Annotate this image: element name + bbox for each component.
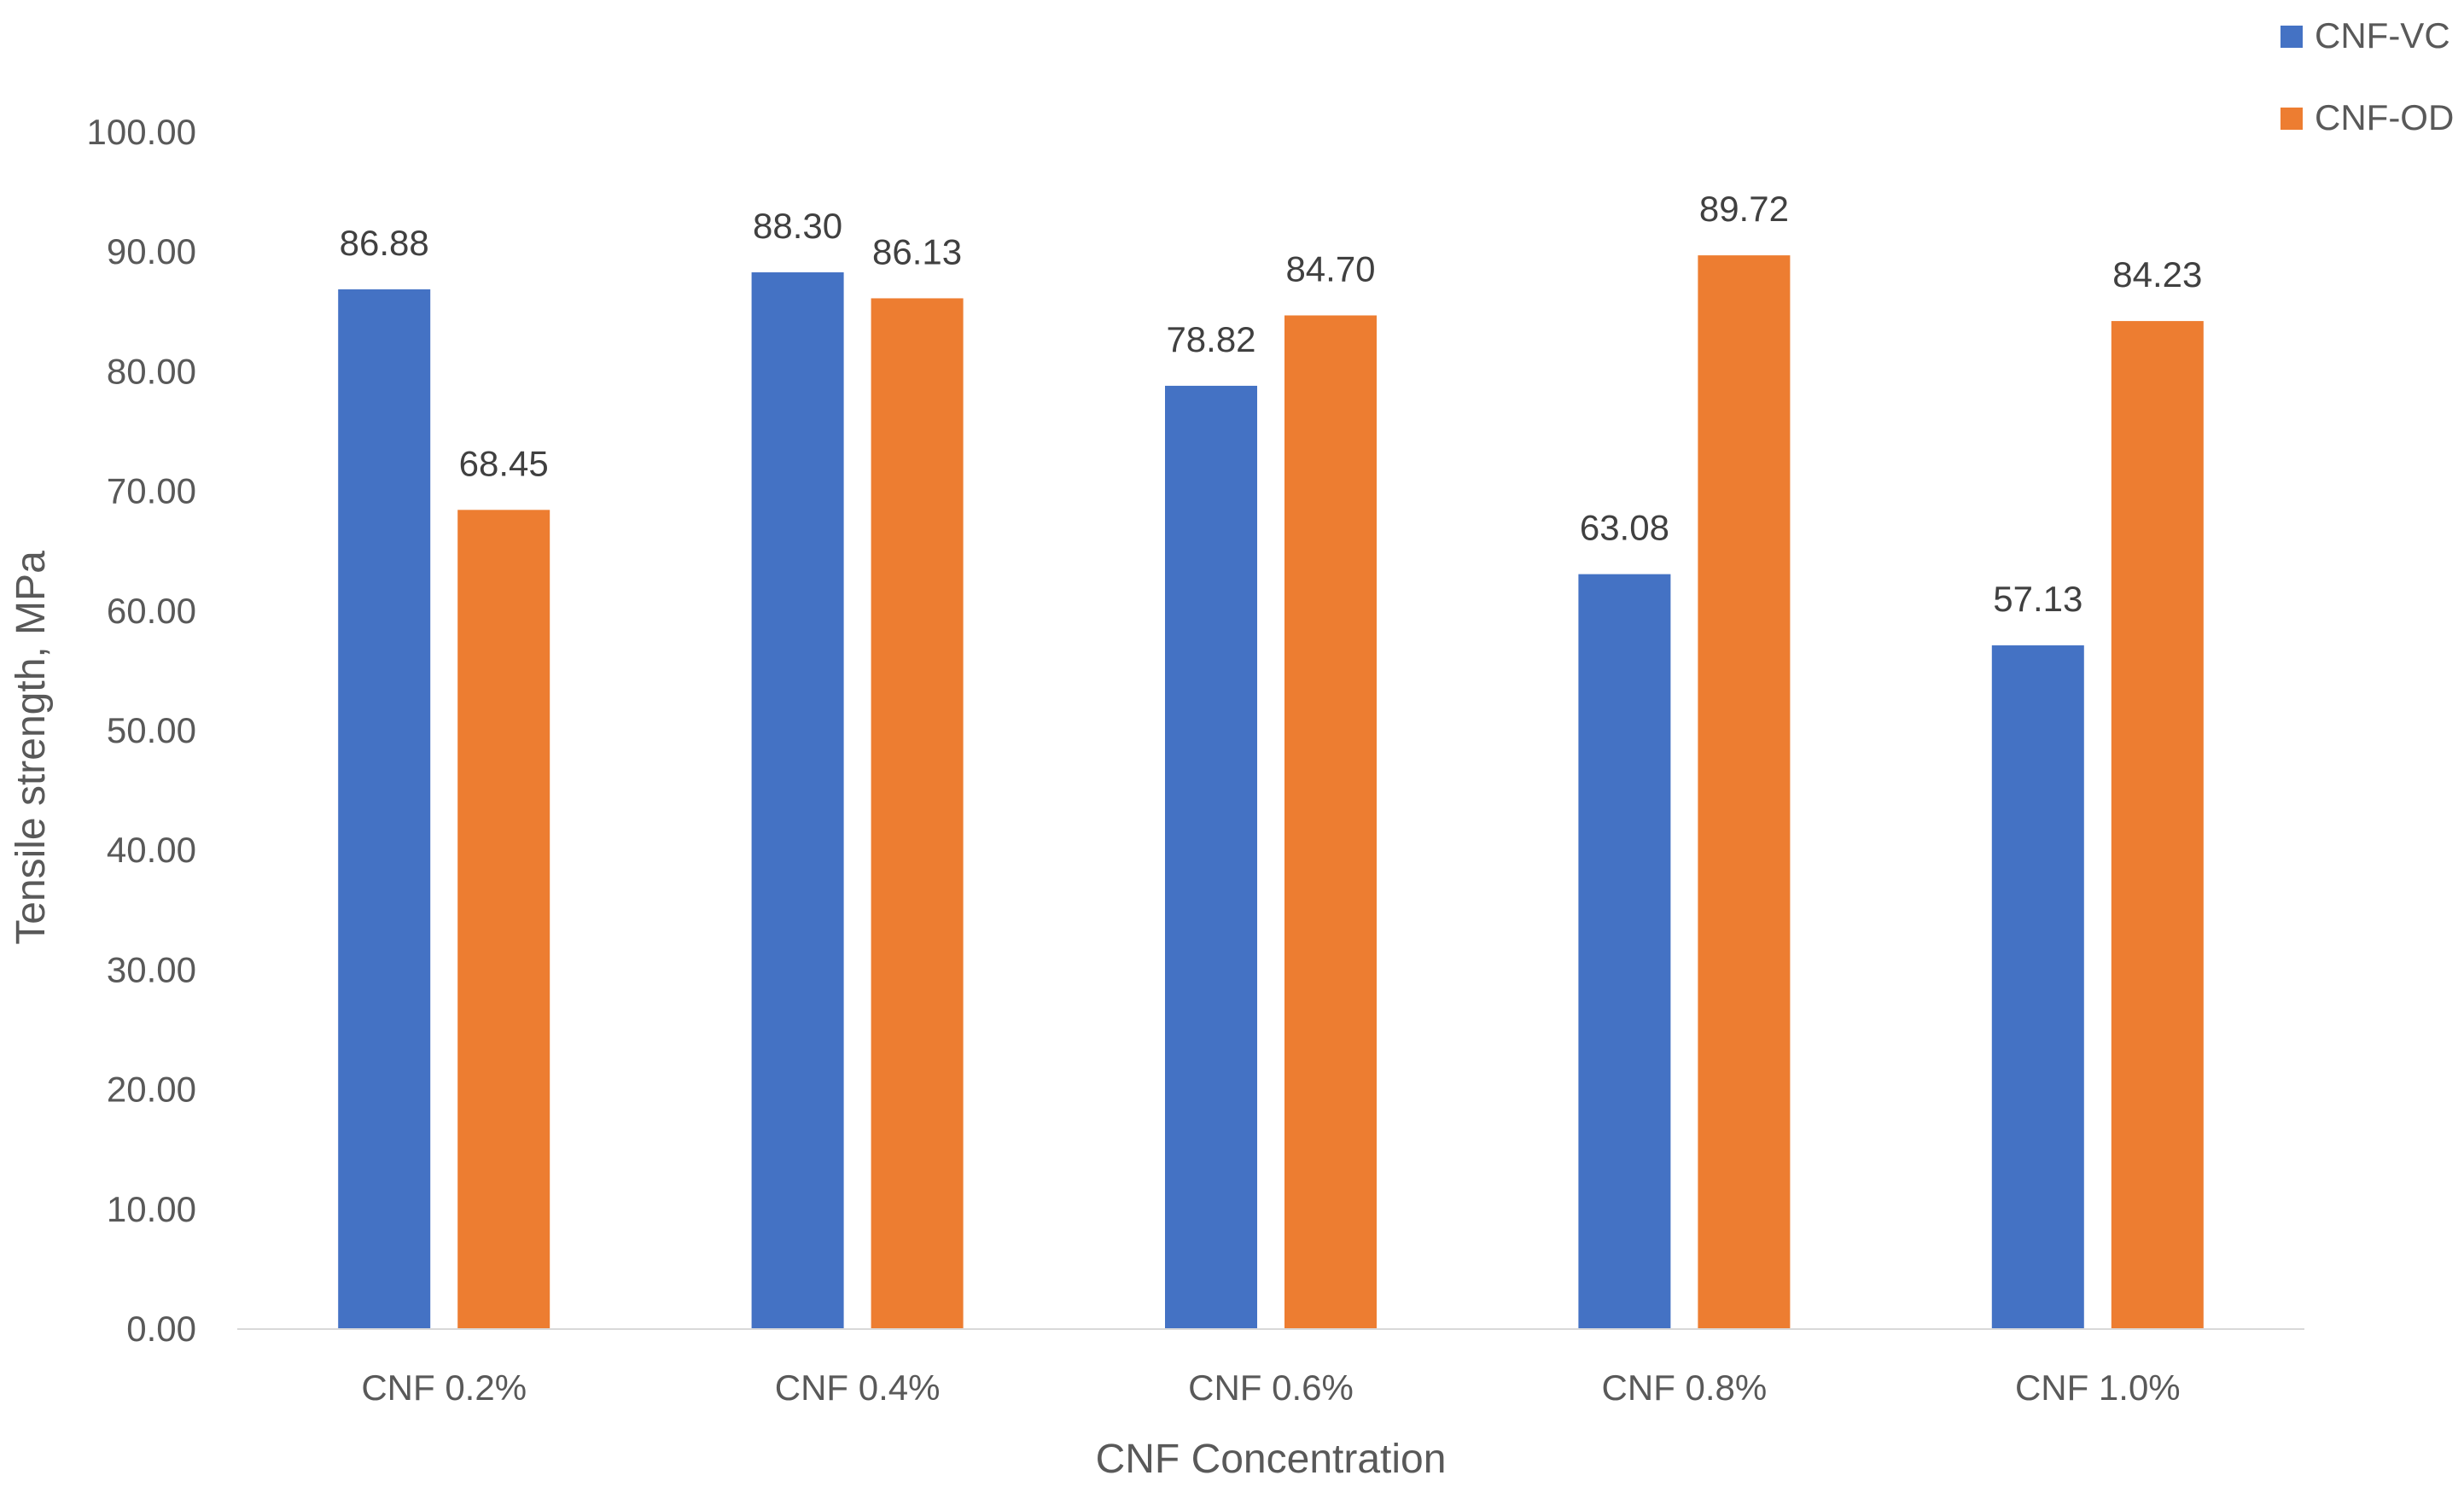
bar-cnf-vc-5 (1991, 645, 2084, 1329)
bars (338, 255, 2204, 1330)
y-tick-label: 100.00 (87, 112, 196, 152)
data-label: 57.13 (1993, 579, 2082, 619)
data-label: 86.13 (872, 231, 962, 271)
data-label: 84.23 (2112, 254, 2202, 294)
y-tick-label: 70.00 (107, 471, 196, 511)
x-axis-ticks: CNF 0.2% CNF 0.4% CNF 0.6% CNF 0.8% CNF 1.0% (361, 1367, 2180, 1408)
y-tick-label: 50.00 (107, 710, 196, 750)
x-axis-title: CNF Concentration (1096, 1437, 1447, 1482)
legend: CNF-VC CNF-OD (2281, 15, 2454, 137)
y-axis-title: Tensile strength, MPa (9, 551, 54, 945)
x-tick-label: CNF 1.0% (2015, 1367, 2181, 1408)
y-tick-label: 30.00 (107, 949, 196, 989)
bar-cnf-od-3 (1284, 315, 1377, 1330)
y-tick-label: 60.00 (107, 591, 196, 631)
legend-label: CNF-OD (2315, 97, 2454, 137)
bar-cnf-vc-1 (338, 289, 431, 1330)
legend-swatch (2281, 108, 2303, 130)
bar-cnf-vc-4 (1578, 574, 1671, 1329)
data-label: 63.08 (1580, 508, 1669, 548)
data-label: 88.30 (753, 206, 842, 246)
data-label: 68.45 (459, 443, 549, 483)
bar-cnf-od-2 (871, 298, 964, 1329)
bar-cnf-vc-3 (1165, 385, 1257, 1329)
y-tick-label: 20.00 (107, 1070, 196, 1110)
x-tick-label: CNF 0.8% (1602, 1367, 1768, 1408)
bar-cnf-od-4 (1698, 255, 1791, 1329)
y-tick-label: 10.00 (107, 1189, 196, 1229)
legend-swatch (2281, 26, 2303, 48)
data-labels: 86.88 68.45 88.30 86.13 78.82 84.70 63.08 89.72… (340, 189, 2203, 619)
data-label: 89.72 (1699, 189, 1789, 229)
y-tick-label: 90.00 (107, 231, 196, 271)
y-tick-label: 40.00 (107, 830, 196, 870)
x-tick-label: CNF 0.6% (1188, 1367, 1354, 1408)
y-tick-label: 0.00 (126, 1309, 196, 1349)
data-label: 78.82 (1166, 319, 1255, 359)
x-tick-label: CNF 0.2% (361, 1367, 527, 1408)
data-label: 86.88 (340, 223, 429, 263)
legend-label: CNF-VC (2315, 15, 2450, 55)
x-tick-label: CNF 0.4% (775, 1367, 941, 1408)
y-tick-label: 80.00 (107, 351, 196, 391)
data-label: 84.70 (1285, 249, 1375, 289)
bar-cnf-vc-2 (751, 272, 844, 1330)
y-axis-ticks: 0.00 10.00 20.00 30.00 40.00 50.00 60.00 70.00 8… (87, 112, 196, 1349)
bar-cnf-od-1 (457, 510, 550, 1329)
bar-cnf-od-5 (2111, 321, 2204, 1329)
